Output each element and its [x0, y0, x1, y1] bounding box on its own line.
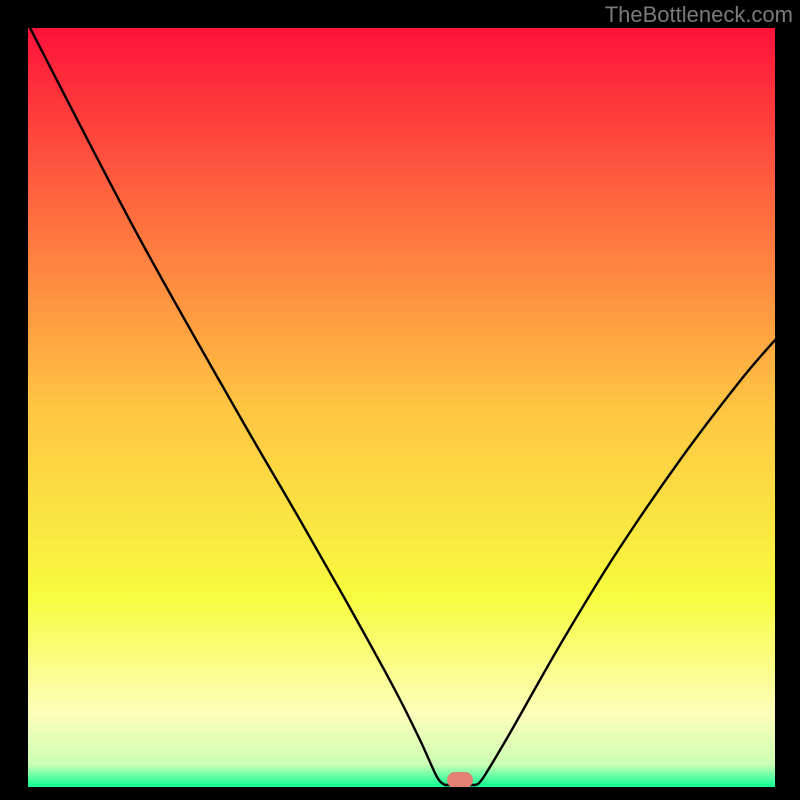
optimal-marker — [447, 772, 473, 788]
watermark-text: TheBottleneck.com — [605, 2, 793, 27]
bottleneck-chart: TheBottleneck.com — [0, 0, 800, 800]
gradient-plot-area — [28, 28, 775, 787]
